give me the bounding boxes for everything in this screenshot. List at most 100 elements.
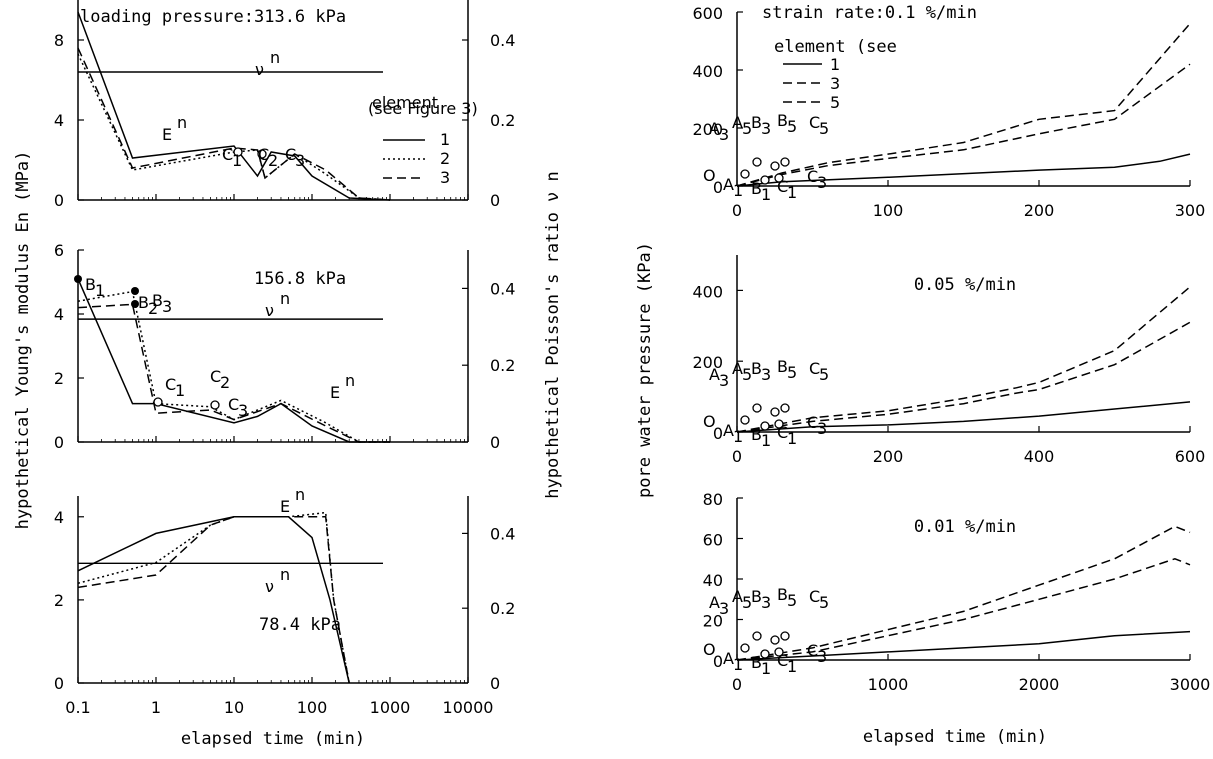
x-tick-label: 0 bbox=[732, 675, 742, 694]
series-line-element-1 bbox=[736, 153, 1191, 187]
en-sup: n bbox=[177, 113, 187, 132]
data-point-marker bbox=[740, 415, 750, 425]
point-label: A bbox=[732, 359, 743, 378]
point-sub: 1 bbox=[733, 427, 743, 446]
y2-tick-label: 0.2 bbox=[490, 111, 515, 130]
series-line-element-3 bbox=[77, 47, 391, 201]
point-label: A bbox=[732, 113, 743, 132]
point-label: C bbox=[777, 177, 788, 196]
point-sub: 5 bbox=[742, 365, 752, 384]
point-label: C bbox=[809, 587, 820, 606]
x-tick-label: 100 bbox=[297, 698, 328, 717]
point-sub: 5 bbox=[742, 119, 752, 138]
y-tick-label: 0 bbox=[713, 652, 723, 671]
x-tick-label: 1 bbox=[151, 698, 161, 717]
x-tick-label: 200 bbox=[873, 447, 904, 466]
y2-tick-label: 0.2 bbox=[490, 356, 515, 375]
point-label: C bbox=[807, 413, 818, 432]
point-sub: 1 bbox=[232, 151, 242, 170]
x-tick-label: 100 bbox=[873, 201, 904, 220]
point-sub: 3 bbox=[719, 599, 729, 618]
y-tick-label: 4 bbox=[54, 111, 64, 130]
point-label: C bbox=[809, 113, 820, 132]
panel-title: 78.4 kPa bbox=[259, 615, 341, 635]
nu-sup: n bbox=[270, 48, 280, 67]
y-tick-label: 8 bbox=[54, 31, 64, 50]
y-tick-label: 200 bbox=[692, 353, 723, 372]
point-label: O bbox=[703, 412, 716, 431]
point-sub: 3 bbox=[719, 371, 729, 390]
point-sub: 3 bbox=[295, 151, 305, 170]
panel-title: strain rate:0.1 %/min bbox=[762, 3, 977, 23]
data-point-marker bbox=[780, 403, 790, 413]
y-tick-label: 4 bbox=[54, 508, 64, 527]
series-line-element-3 bbox=[77, 303, 390, 443]
point-sub: 3 bbox=[238, 401, 248, 420]
point-sub: 5 bbox=[819, 593, 829, 612]
data-point-marker bbox=[780, 631, 790, 641]
series-line-element-1 bbox=[77, 516, 350, 684]
point-label: B bbox=[751, 653, 762, 672]
en-label: E bbox=[162, 125, 172, 144]
point-sub: 1 bbox=[733, 655, 743, 674]
point-label: C bbox=[210, 367, 221, 386]
y-tick-label: 0 bbox=[54, 674, 64, 693]
point-sub: 5 bbox=[787, 363, 797, 382]
legend-label: 1 bbox=[830, 55, 840, 74]
point-sub: 5 bbox=[819, 365, 829, 384]
data-point-marker bbox=[774, 647, 784, 657]
en-sup: n bbox=[295, 485, 305, 504]
en-sup: n bbox=[345, 371, 355, 390]
y-tick-label: 400 bbox=[692, 62, 723, 81]
series-line-element-1 bbox=[77, 278, 390, 443]
point-label: C bbox=[165, 375, 176, 394]
y-tick-label: 400 bbox=[692, 282, 723, 301]
y2-tick-label: 0 bbox=[490, 433, 500, 452]
point-sub: 1 bbox=[761, 431, 771, 450]
data-point-marker bbox=[131, 300, 139, 308]
series-line-element-3 bbox=[736, 63, 1191, 187]
point-label: C bbox=[807, 167, 818, 186]
point-label: B bbox=[777, 111, 788, 130]
x-tick-label: 10 bbox=[224, 698, 244, 717]
point-label: C bbox=[228, 395, 239, 414]
point-sub: 3 bbox=[817, 173, 827, 192]
series-layer bbox=[74, 11, 1191, 684]
data-point-marker bbox=[233, 147, 243, 157]
point-sub: 1 bbox=[787, 429, 797, 448]
point-label: C bbox=[809, 359, 820, 378]
y2-tick-label: 0 bbox=[490, 674, 500, 693]
point-label: A bbox=[709, 365, 720, 384]
point-sub: 3 bbox=[817, 419, 827, 438]
point-sub: 2 bbox=[220, 373, 230, 392]
legend-title: element bbox=[372, 93, 438, 112]
x-tick-label: 0.1 bbox=[65, 698, 90, 717]
point-sub: 3 bbox=[817, 647, 827, 666]
series-line-element-2 bbox=[77, 511, 350, 684]
point-sub: 3 bbox=[761, 365, 771, 384]
panel-title: 0.05 %/min bbox=[914, 275, 1016, 295]
point-sub: 3 bbox=[761, 119, 771, 138]
left-y-axis-label: hypothetical Young's modulus En (MPa) bbox=[13, 151, 33, 530]
data-point-marker bbox=[740, 169, 750, 179]
point-label: A bbox=[732, 587, 743, 606]
x-tick-label: 600 bbox=[1175, 447, 1206, 466]
nu-sup: n bbox=[280, 289, 290, 308]
data-point-marker bbox=[760, 421, 770, 431]
y-tick-label: 80 bbox=[703, 490, 723, 509]
point-sub: 5 bbox=[787, 117, 797, 136]
data-point-marker bbox=[760, 175, 770, 185]
nu-label: ν bbox=[265, 301, 274, 320]
x-tick-label: 1000 bbox=[370, 698, 411, 717]
y-tick-label: 600 bbox=[692, 4, 723, 23]
data-point-marker bbox=[740, 643, 750, 653]
data-point-marker bbox=[257, 149, 267, 159]
series-line-element-3 bbox=[736, 321, 1191, 433]
y-tick-label: 20 bbox=[703, 612, 723, 631]
x-tick-label: 0 bbox=[732, 447, 742, 466]
point-label: B bbox=[751, 587, 762, 606]
series-line-element-3 bbox=[77, 516, 350, 684]
point-sub: 2 bbox=[268, 151, 278, 170]
point-label: A bbox=[709, 119, 720, 138]
